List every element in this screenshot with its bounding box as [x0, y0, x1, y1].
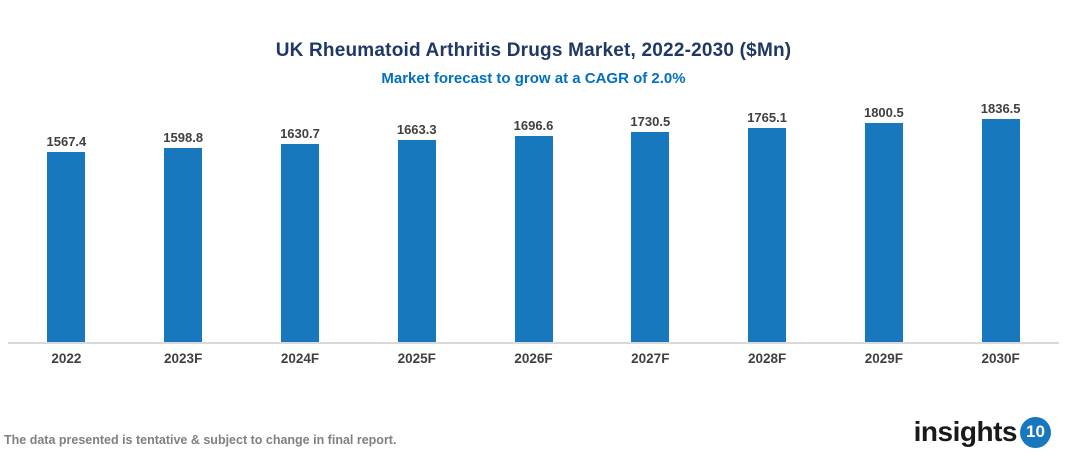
bar-group: 1663.3	[358, 97, 475, 342]
bar	[631, 131, 670, 342]
bar-value-label: 1836.5	[980, 101, 1021, 116]
bar	[981, 119, 1020, 342]
bar-group: 1765.1	[709, 97, 826, 342]
insights10-logo: insights 10	[914, 416, 1051, 448]
x-axis-label: 2022	[51, 351, 82, 366]
x-axis-label: 2023F	[164, 351, 203, 366]
x-axis-label: 2030F	[981, 351, 1020, 366]
bar-group: 1696.6	[475, 97, 592, 342]
bar-value-label: 1630.7	[280, 126, 320, 141]
bar-group: 1730.5	[592, 97, 709, 342]
logo-badge-icon: 10	[1020, 416, 1051, 448]
bar	[864, 123, 903, 342]
disclaimer-text: The data presented is tentative & subjec…	[4, 433, 397, 447]
x-axis-label: 2024F	[280, 351, 320, 366]
x-axis-label: 2025F	[397, 351, 436, 366]
bar	[748, 127, 787, 342]
bar	[280, 144, 319, 342]
bar-value-label: 1800.5	[863, 105, 904, 121]
bar-group: 1800.5	[825, 97, 942, 342]
bar-value-label: 1730.5	[630, 113, 671, 129]
bar-group: 1598.8	[125, 97, 242, 342]
x-axis: 2022 2023F 2024F 2025F 2026F 2027F 2028F 2029F 2…	[8, 344, 1059, 366]
x-axis-label: 2026F	[514, 351, 553, 366]
bar-group: 1630.7	[242, 97, 359, 342]
bar-value-label: 1765.1	[747, 109, 787, 125]
logo-text: insights	[913, 416, 1018, 447]
bar-value-label: 1663.3	[396, 122, 437, 137]
bar-value-label: 1598.8	[163, 129, 204, 145]
bar	[514, 136, 553, 342]
bar	[47, 151, 86, 342]
bar-group: 1567.4	[8, 97, 125, 342]
x-axis-label: 2027F	[631, 351, 670, 366]
bar-value-label: 1567.4	[46, 133, 87, 149]
chart-header: UK Rheumatoid Arthritis Drugs Market, 20…	[0, 0, 1067, 87]
chart-title: UK Rheumatoid Arthritis Drugs Market, 20…	[275, 40, 792, 61]
bar	[397, 140, 436, 342]
chart-subtitle: Market forecast to grow at a CAGR of 2.0…	[381, 70, 686, 87]
bar-plot-area: 1567.4 1598.8 1630.7 1663.3 1696.6 1730.5 1765…	[8, 97, 1059, 344]
x-axis-label: 2028F	[747, 351, 787, 366]
x-axis-label: 2029F	[864, 351, 903, 366]
bar-value-label: 1696.6	[513, 118, 554, 133]
bar-group: 1836.5	[942, 97, 1059, 342]
bar	[164, 147, 203, 342]
